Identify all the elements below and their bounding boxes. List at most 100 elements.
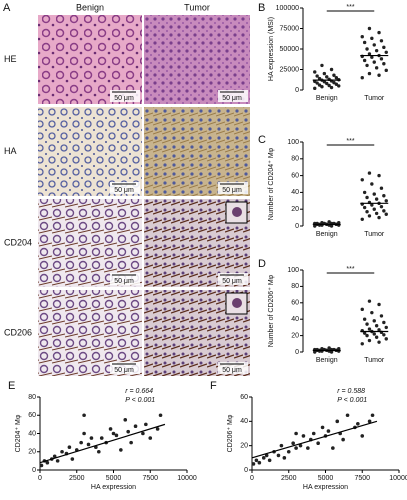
y-tick-label: 50000 xyxy=(280,46,300,53)
scale-bar-bg xyxy=(110,182,140,194)
point xyxy=(99,436,104,440)
point xyxy=(316,441,320,446)
y-tick-label: 60 xyxy=(291,172,299,179)
scale-bar-bg xyxy=(218,90,248,102)
dot xyxy=(322,71,327,76)
dot xyxy=(367,299,372,303)
point xyxy=(86,442,91,447)
point xyxy=(294,446,298,450)
micrograph xyxy=(144,15,250,104)
y-axis-label: CD206⁺ Mφ xyxy=(227,414,234,452)
y-tick-label: 40 xyxy=(291,189,299,196)
point xyxy=(55,459,60,463)
y-tick-label: 100000 xyxy=(276,5,299,12)
point xyxy=(267,458,272,463)
dot xyxy=(377,340,381,344)
x-axis-label: HA expression xyxy=(303,484,348,491)
dot xyxy=(362,58,367,63)
dot xyxy=(377,73,381,77)
point xyxy=(108,427,113,431)
scale-bar-label: 50 μm xyxy=(114,367,134,374)
dot xyxy=(384,212,388,216)
x-tick-label: 0 xyxy=(250,475,254,482)
dot xyxy=(365,322,369,326)
y-tick-label: 0 xyxy=(244,467,248,474)
scale-bar-bg xyxy=(218,362,248,374)
point xyxy=(126,429,130,434)
y-tick-label: 100 xyxy=(287,267,299,274)
point xyxy=(82,431,86,436)
dot xyxy=(379,186,384,190)
dot xyxy=(374,211,379,216)
dot xyxy=(322,80,327,84)
point xyxy=(301,434,306,438)
dot xyxy=(367,26,372,31)
dot xyxy=(313,86,317,91)
scale-bar-label: 50 μm xyxy=(222,187,242,194)
x-tick-label: 2500 xyxy=(281,475,297,482)
dot xyxy=(362,190,367,195)
fit-line xyxy=(39,423,166,464)
x-tick-label: Benign xyxy=(316,95,338,102)
point xyxy=(82,413,86,418)
point xyxy=(311,431,316,436)
point xyxy=(155,427,160,431)
dot xyxy=(332,73,336,77)
y-axis-label: Number of CD206⁺ Mφ xyxy=(268,274,275,347)
significance: *** xyxy=(346,138,354,145)
scale-bar-bg xyxy=(110,90,140,102)
y-axis-label: CD204⁺ Mφ xyxy=(15,414,22,452)
dot xyxy=(377,215,381,220)
dot xyxy=(372,192,376,196)
annotation: r = 0.588 xyxy=(337,388,365,395)
y-tick-label: 0 xyxy=(295,349,299,356)
point xyxy=(257,460,262,465)
panel-letter: E xyxy=(8,380,15,392)
scale-bar-label: 50 μm xyxy=(222,278,242,285)
row-label: HE xyxy=(4,54,17,64)
x-tick-label: Benign xyxy=(316,231,338,238)
y-tick-label: 80 xyxy=(291,283,299,290)
micrograph xyxy=(38,15,142,104)
dot xyxy=(374,48,379,53)
point xyxy=(89,436,94,440)
dot xyxy=(320,347,324,351)
point xyxy=(370,413,375,418)
dot xyxy=(365,210,369,214)
dot xyxy=(317,76,322,81)
point xyxy=(79,440,83,445)
dot xyxy=(379,314,384,318)
dot xyxy=(313,70,317,74)
point xyxy=(320,425,325,430)
point xyxy=(148,436,153,440)
y-tick-label: 60 xyxy=(240,394,248,401)
dot xyxy=(365,47,369,51)
x-tick-label: 10000 xyxy=(177,475,197,482)
dot xyxy=(332,80,336,85)
point xyxy=(123,418,128,422)
row-label: CD204 xyxy=(4,237,32,247)
x-tick-label: 7500 xyxy=(354,475,370,482)
inset-cell xyxy=(232,207,242,217)
dot xyxy=(337,84,341,88)
point xyxy=(254,458,259,463)
point xyxy=(129,440,133,445)
dot xyxy=(370,310,374,315)
dot xyxy=(360,178,364,182)
y-tick-label: 20 xyxy=(240,443,248,450)
dot xyxy=(317,83,322,87)
dot xyxy=(327,220,331,224)
point xyxy=(306,446,310,450)
scale-bar-bg xyxy=(218,182,248,194)
dot xyxy=(327,83,331,88)
dot xyxy=(384,199,388,203)
dot xyxy=(362,40,367,45)
dot xyxy=(370,182,374,186)
dot xyxy=(325,75,329,79)
point xyxy=(97,449,101,454)
x-tick-label: 0 xyxy=(38,475,42,482)
point xyxy=(356,421,360,426)
dot xyxy=(367,327,372,331)
dot xyxy=(362,331,367,335)
